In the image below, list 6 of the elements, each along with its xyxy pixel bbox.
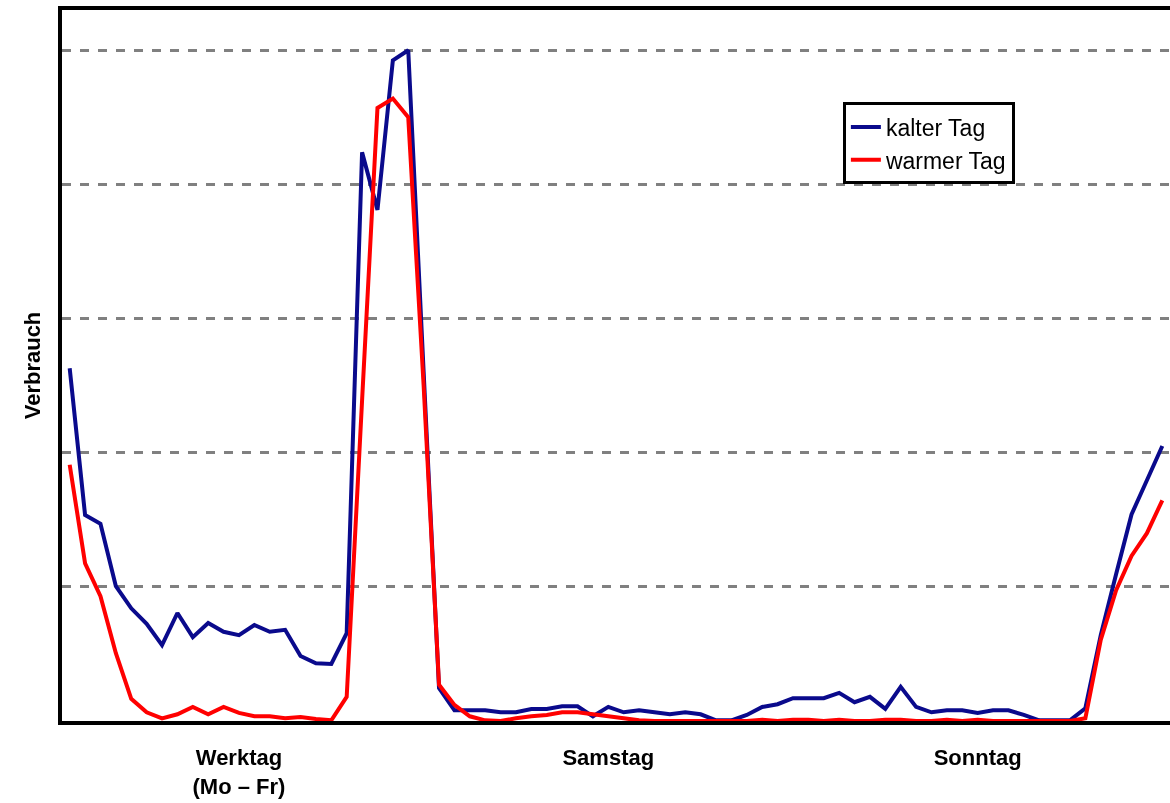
x-tick-label: Samstag [562,745,655,771]
legend-label: warmer Tag [884,147,1006,174]
x-tick-label: Sonntag [933,745,1022,771]
y-axis-title: Verbrauch [20,311,46,420]
legend-label: kalter Tag [885,114,986,141]
x-tick-label: Werktag (Mo – Fr) [192,745,286,799]
